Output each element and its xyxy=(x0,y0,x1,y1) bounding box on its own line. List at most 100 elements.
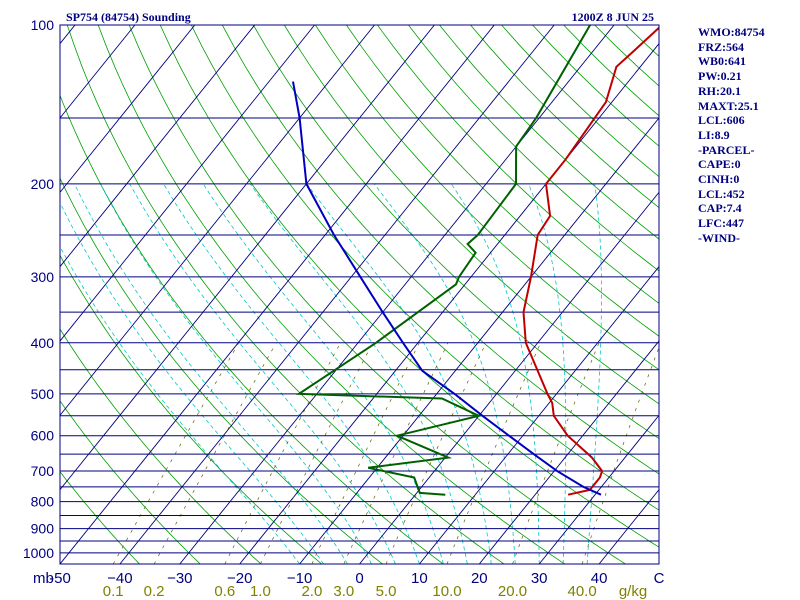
temperature-tick-label: 20 xyxy=(471,570,488,587)
isotherm xyxy=(478,340,659,564)
isotherm xyxy=(239,42,659,564)
temperature-trace xyxy=(522,26,659,496)
temperature-tick-label: 40 xyxy=(591,570,608,587)
index-line: CAPE:0 xyxy=(698,157,741,172)
dry-adiabat xyxy=(60,328,262,564)
pressure-tick-label: 300 xyxy=(31,269,55,285)
sounding-indices-panel: WMO:84754 FRZ:564 WB0:641 PW:0.21 RH:20.1 MAX… xyxy=(698,25,798,246)
mixing-ratio-tick-label: 1.0 xyxy=(250,583,271,600)
moist-adiabat xyxy=(60,245,300,564)
isotherm xyxy=(419,265,659,564)
isotherm xyxy=(60,25,375,417)
isotherm xyxy=(299,117,659,564)
isotherm xyxy=(60,25,495,564)
index-line: LCL:606 xyxy=(698,113,745,128)
moist-adiabat xyxy=(74,183,348,564)
pressure-tick-label: 600 xyxy=(31,428,55,444)
index-line: -WIND- xyxy=(698,230,740,245)
index-line: FRZ:564 xyxy=(698,39,744,54)
pressure-tick-label: 200 xyxy=(31,176,55,192)
isotherm xyxy=(359,191,659,564)
mixing-ratio-line xyxy=(153,342,277,564)
isotherm xyxy=(60,25,435,491)
isotherm xyxy=(119,25,555,564)
temperature-tick-label: 30 xyxy=(531,570,548,587)
pressure-tick-label: 500 xyxy=(31,386,55,402)
mixing-ratio-line xyxy=(260,342,374,564)
index-line: RH:20.1 xyxy=(698,83,741,98)
plot-frame xyxy=(59,24,660,565)
mixing-ratio-tick-label: 3.0 xyxy=(333,583,354,600)
dry-adiabat xyxy=(60,254,322,564)
moist-adiabat xyxy=(586,183,602,564)
index-line: PW:0.21 xyxy=(698,69,742,84)
temperature-tick-label: 0 xyxy=(355,570,363,587)
index-line: -PARCEL- xyxy=(698,142,755,157)
mixing-ratio-unit-label: g/kg xyxy=(619,583,647,600)
mixing-ratio-line xyxy=(446,342,541,564)
isotherm xyxy=(60,25,196,194)
mixing-ratio-tick-label: 40.0 xyxy=(567,583,596,600)
mixing-ratio-tick-label: 0.2 xyxy=(144,583,165,600)
isotherm xyxy=(60,25,136,119)
moist-adiabat xyxy=(129,183,396,564)
temperature-tick-label: -50 xyxy=(49,570,71,587)
moist-adiabat xyxy=(100,183,372,564)
dry-adiabat xyxy=(128,25,626,564)
dry-adiabat xyxy=(190,25,659,511)
index-line: CINH:0 xyxy=(698,172,740,187)
index-line: LI:8.9 xyxy=(698,127,730,142)
moist-adiabat xyxy=(373,183,516,564)
mixing-ratio-line xyxy=(224,342,341,564)
temperature-tick-label: −20 xyxy=(227,570,252,587)
mixing-ratio-tick-label: 2.0 xyxy=(301,583,322,600)
moist-adiabat xyxy=(60,201,324,564)
moist-adiabat xyxy=(163,183,420,564)
sounding-traces xyxy=(292,25,659,496)
pressure-tick-label: 400 xyxy=(31,335,55,351)
pressure-tick-label: 100 xyxy=(31,17,55,33)
moist-adiabat xyxy=(306,183,492,564)
temperature-tick-label: −40 xyxy=(107,570,132,587)
isotherm xyxy=(0,25,15,564)
dry-adiabat xyxy=(346,25,659,337)
dry-adiabat xyxy=(159,25,659,548)
moist-adiabat xyxy=(450,183,540,564)
mixing-ratio-line xyxy=(581,346,659,564)
mixing-ratio-line xyxy=(311,342,420,564)
isotherm xyxy=(538,414,659,564)
index-line: LCL:452 xyxy=(698,186,745,201)
dry-adiabat xyxy=(60,471,140,564)
pressure-tick-label: 800 xyxy=(31,494,55,510)
index-line: WB0:641 xyxy=(698,54,746,69)
temperature-unit-label: C xyxy=(654,570,665,587)
moist-adiabat xyxy=(202,183,444,564)
isotherm xyxy=(60,25,315,342)
temperature-tick-label: −10 xyxy=(287,570,312,587)
mixing-ratio-line xyxy=(343,342,449,564)
isotherm xyxy=(179,25,615,564)
dewpoint-trace xyxy=(295,25,591,496)
parcel-trace xyxy=(292,81,602,496)
pressure-tick-label: 700 xyxy=(31,463,55,479)
pressure-unit-label: mb xyxy=(33,570,54,587)
index-line: CAP:7.4 xyxy=(698,201,742,216)
mixing-ratio-tick-label: 20.0 xyxy=(498,583,527,600)
mixing-ratio-line xyxy=(112,342,240,564)
index-line: MAXT:25.1 xyxy=(698,98,759,113)
index-line: LFC:447 xyxy=(698,216,744,231)
dry-adiabat xyxy=(60,94,444,564)
pressure-tick-label: 1000 xyxy=(23,545,54,561)
isotherm xyxy=(60,25,256,268)
mixing-ratio-tick-label: 0.6 xyxy=(214,583,235,600)
mixing-ratio-tick-label: 5.0 xyxy=(376,583,397,600)
dry-adiabat xyxy=(408,25,659,272)
station-title: SP754 (84754) Sounding xyxy=(66,10,191,24)
background-grid xyxy=(0,25,659,564)
mixing-ratio-tick-label: 10.0 xyxy=(432,583,461,600)
index-line: WMO:84754 xyxy=(698,25,765,39)
temperature-tick-label: 10 xyxy=(411,570,428,587)
dry-adiabat xyxy=(283,25,659,405)
